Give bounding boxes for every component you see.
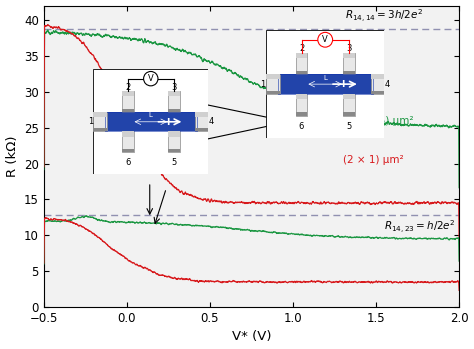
Text: (2 × 1) μm²: (2 × 1) μm² bbox=[343, 155, 403, 165]
Text: (1 × 0.5) μm²: (1 × 0.5) μm² bbox=[343, 116, 413, 126]
Text: $R_{14,23}=h/2e^2$: $R_{14,23}=h/2e^2$ bbox=[384, 218, 456, 235]
X-axis label: V* (V): V* (V) bbox=[232, 331, 271, 343]
Y-axis label: R (kΩ): R (kΩ) bbox=[6, 136, 18, 177]
Text: $R_{14,14}=3h/2e^2$: $R_{14,14}=3h/2e^2$ bbox=[345, 8, 423, 24]
